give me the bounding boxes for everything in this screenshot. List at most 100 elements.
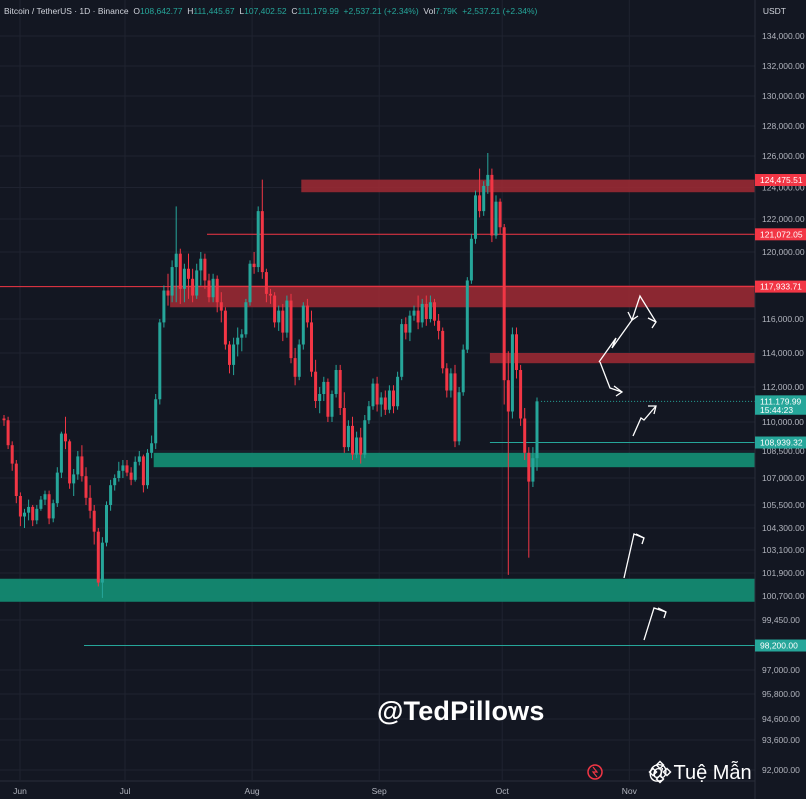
candle: [273, 295, 277, 323]
y-tick-label: 122,000.00: [762, 214, 805, 224]
candle: [465, 280, 469, 350]
candle: [412, 310, 416, 316]
zone-red: [170, 285, 756, 308]
candle: [23, 512, 26, 517]
candle: [121, 465, 125, 471]
candle: [244, 302, 248, 335]
y-tick-label: 120,000.00: [762, 247, 805, 257]
candle: [400, 324, 404, 377]
candle: [2, 418, 6, 421]
ohlc-open: 108,642.77: [139, 6, 183, 16]
candle: [215, 278, 219, 303]
candle: [428, 302, 432, 319]
candle: [170, 267, 174, 296]
symbol-title: Bitcoin / TetherUS · 1D · Binance: [4, 6, 129, 16]
candle: [248, 263, 252, 303]
candle: [14, 463, 18, 496]
ohlc-high: 111,445.67: [193, 6, 235, 16]
candle: [301, 305, 305, 345]
volume-label: Vol: [423, 6, 436, 16]
y-tick-label: 95,800.00: [762, 689, 800, 699]
candle: [252, 263, 256, 268]
candle: [424, 303, 428, 319]
currency-label[interactable]: USDT: [762, 6, 786, 16]
candle: [531, 458, 535, 482]
candle: [264, 272, 268, 294]
candle: [502, 227, 506, 381]
price-badge-label: 121,072.05: [760, 229, 803, 239]
candle: [416, 310, 420, 323]
candle: [387, 390, 391, 410]
y-tick-label: 99,450.00: [762, 615, 800, 625]
candle: [445, 368, 449, 391]
candle: [207, 280, 211, 298]
candle: [100, 542, 104, 583]
candle: [359, 437, 363, 455]
candle: [137, 456, 141, 462]
candle: [461, 349, 465, 393]
candle: [510, 334, 514, 412]
candle: [113, 478, 117, 486]
candle: [351, 425, 354, 455]
candle: [43, 494, 47, 500]
y-tick-label: 132,000.00: [762, 61, 805, 71]
candle: [453, 373, 457, 442]
candle: [105, 505, 108, 543]
symbol-header: Bitcoin / TetherUS · 1D · Binance O108,6…: [4, 6, 537, 16]
y-tick-label: 92,000.00: [762, 765, 800, 775]
zone-green: [0, 578, 755, 602]
candle: [72, 474, 76, 484]
candle: [84, 476, 88, 498]
candle: [223, 310, 227, 345]
y-tick-label: 114,000.00: [762, 348, 804, 358]
y-tick-label: 100,700.00: [762, 591, 805, 601]
candle: [392, 390, 395, 407]
candle: [146, 452, 149, 486]
candle: [396, 376, 400, 407]
candle: [404, 324, 408, 333]
y-tick-label: 103,100.00: [762, 545, 805, 555]
arrow-head: [648, 405, 657, 415]
candle: [133, 461, 137, 480]
candle: [469, 238, 473, 281]
candle: [240, 334, 244, 338]
candle: [51, 503, 55, 519]
candle: [10, 445, 14, 464]
arrow-head: [635, 533, 645, 545]
candle: [367, 406, 371, 421]
candle: [277, 310, 281, 323]
candle: [166, 290, 170, 296]
candle: [478, 195, 482, 212]
candle: [236, 337, 240, 345]
arrow-head: [647, 317, 657, 329]
y-tick-label: 107,000.00: [762, 473, 805, 483]
price-badge: [755, 436, 806, 449]
arrow-head: [613, 385, 624, 397]
candle: [527, 452, 531, 482]
y-tick-label: 128,000.00: [762, 121, 805, 131]
ohlc-low: 107,402.52: [244, 6, 287, 16]
candle: [80, 456, 84, 477]
annotation-arrow: [632, 405, 657, 437]
price-badge: [755, 280, 806, 293]
ohlc-open-label: O: [133, 6, 140, 16]
candle: [195, 270, 199, 296]
candle: [158, 322, 162, 400]
candle: [293, 358, 297, 377]
candle: [338, 370, 342, 408]
candle: [187, 268, 190, 279]
x-tick-label: Jul: [120, 786, 131, 796]
candle: [256, 211, 260, 268]
y-tick-label: 108,500.00: [762, 446, 805, 456]
candle: [68, 441, 72, 484]
candle: [515, 334, 518, 370]
candle: [506, 380, 510, 412]
price-badge: [755, 174, 806, 187]
candle: [437, 320, 441, 331]
candle: [379, 397, 383, 405]
candle: [88, 497, 92, 511]
candle: [457, 392, 461, 442]
y-tick-label: 112,000.00: [762, 382, 804, 392]
candle: [154, 399, 158, 444]
